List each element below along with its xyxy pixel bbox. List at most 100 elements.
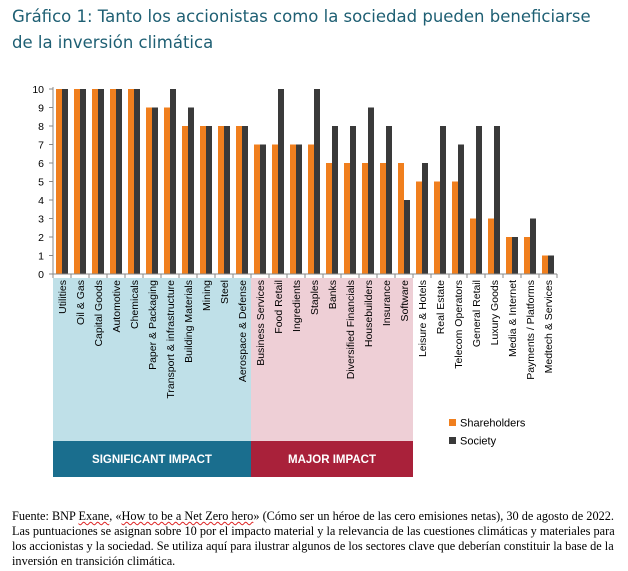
group-background-1 — [251, 278, 413, 441]
source-prefix: Fuente: BNP — [12, 509, 79, 523]
category-label: Insurance — [381, 280, 393, 326]
y-tick-label: 5 — [38, 177, 44, 189]
bar-shareholders-7 — [182, 126, 188, 274]
source-exane: Exane — [78, 509, 110, 523]
legend-label-0: Shareholders — [460, 418, 526, 430]
bar-shareholders-23 — [470, 218, 476, 274]
bar-shareholders-20 — [416, 181, 422, 274]
bar-society-23 — [476, 126, 482, 274]
group-label-1: MAJOR IMPACT — [288, 454, 376, 466]
bar-society-26 — [530, 218, 536, 274]
group-band-1 — [251, 441, 413, 477]
bar-society-10 — [242, 126, 248, 274]
bar-society-15 — [332, 126, 338, 274]
bar-society-20 — [422, 163, 428, 274]
group-label-0: SIGNIFICANT IMPACT — [92, 454, 212, 466]
bar-shareholders-21 — [434, 181, 440, 274]
category-label: Business Services — [255, 280, 267, 366]
bar-society-0 — [62, 89, 68, 274]
bar-society-6 — [170, 89, 176, 274]
bar-society-21 — [440, 126, 446, 274]
bar-shareholders-6 — [164, 107, 170, 274]
bar-society-16 — [350, 126, 356, 274]
category-label: Building Materials — [183, 280, 195, 363]
bar-shareholders-1 — [74, 89, 80, 274]
bar-shareholders-17 — [362, 163, 368, 274]
bar-society-19 — [404, 200, 410, 274]
category-label: Transport & infrastructure — [165, 280, 177, 399]
category-label: Paper & Packaging — [147, 280, 159, 370]
bar-shareholders-0 — [56, 89, 62, 274]
bar-shareholders-4 — [128, 89, 134, 274]
category-label: Real Estate — [435, 280, 447, 334]
bar-society-3 — [116, 89, 122, 274]
bar-chart: 0 1 2 3 4 5 6 7 8 9 10 Utilities Oil & Gas Capital G… — [32, 84, 558, 477]
bar-shareholders-2 — [92, 89, 98, 274]
group-background-0 — [53, 278, 251, 441]
bar-shareholders-9 — [218, 126, 224, 274]
bar-society-2 — [98, 89, 104, 274]
category-label: Utilities — [57, 280, 69, 314]
source-note: Fuente: BNP Exane, «How to be a Net Zero… — [12, 509, 616, 569]
bar-shareholders-12 — [272, 144, 278, 274]
bar-shareholders-5 — [146, 107, 152, 274]
category-label: Aerospace & Defense — [237, 280, 249, 382]
legend-swatch-1 — [449, 437, 456, 444]
y-tick-label: 2 — [38, 232, 44, 244]
category-label: Capital Goods — [93, 280, 105, 347]
chart-title: Gráfico 1: Tanto los accionistas como la… — [12, 4, 612, 56]
y-tick-label: 4 — [38, 195, 44, 207]
source-rest: » (Cómo ser un héroe de las cero emision… — [12, 509, 615, 568]
y-tick-label: 9 — [38, 103, 44, 115]
bar-shareholders-14 — [308, 144, 314, 274]
category-label: Luxury Goods — [489, 280, 501, 345]
category-label: Housebuilders — [363, 280, 375, 347]
bar-society-25 — [512, 237, 518, 274]
bar-shareholders-18 — [380, 163, 386, 274]
category-label: Chemicals — [129, 280, 141, 329]
category-label: Payments / Platforms — [525, 280, 537, 380]
category-label: Telecom Operators — [453, 280, 465, 369]
bar-society-13 — [296, 144, 302, 274]
bar-shareholders-10 — [236, 126, 242, 274]
bar-shareholders-25 — [506, 237, 512, 274]
bar-society-24 — [494, 126, 500, 274]
bar-society-9 — [224, 126, 230, 274]
y-tick-label: 0 — [38, 269, 44, 281]
bar-society-14 — [314, 89, 320, 274]
bar-shareholders-26 — [524, 237, 530, 274]
title-line-2: de la inversión climática — [12, 33, 214, 52]
legend-swatch-0 — [449, 419, 456, 426]
bar-society-17 — [368, 107, 374, 274]
category-label: Media & Internet — [507, 280, 519, 357]
bar-society-4 — [134, 89, 140, 274]
bar-society-1 — [80, 89, 86, 274]
category-label: Steel — [219, 280, 231, 304]
bar-society-7 — [188, 107, 194, 274]
category-label: Software — [399, 280, 411, 322]
y-tick-label: 10 — [32, 84, 44, 96]
source-link[interactable]: How to be a Net Zero hero — [121, 509, 254, 523]
bar-society-27 — [548, 255, 554, 274]
category-label: Oil & Gas — [75, 280, 87, 325]
category-label: Medtech & Services — [543, 280, 555, 373]
category-label: Ingredients — [291, 280, 303, 332]
bar-society-18 — [386, 126, 392, 274]
y-tick-label: 6 — [38, 158, 44, 170]
category-label: General Retail — [471, 280, 483, 347]
bar-shareholders-13 — [290, 144, 296, 274]
bar-shareholders-8 — [200, 126, 206, 274]
bar-shareholders-24 — [488, 218, 494, 274]
y-tick-label: 8 — [38, 121, 44, 133]
title-line-1: Gráfico 1: Tanto los accionistas como la… — [12, 7, 591, 26]
bar-society-22 — [458, 144, 464, 274]
bar-shareholders-22 — [452, 181, 458, 274]
category-label: Mining — [201, 280, 213, 311]
y-tick-label: 3 — [38, 214, 44, 226]
bar-shareholders-3 — [110, 89, 116, 274]
legend-label-1: Society — [460, 436, 497, 448]
category-label: Leisure & Hotels — [417, 280, 429, 357]
y-tick-label: 7 — [38, 140, 44, 152]
category-label: Food Retail — [273, 280, 285, 334]
bar-shareholders-19 — [398, 163, 404, 274]
